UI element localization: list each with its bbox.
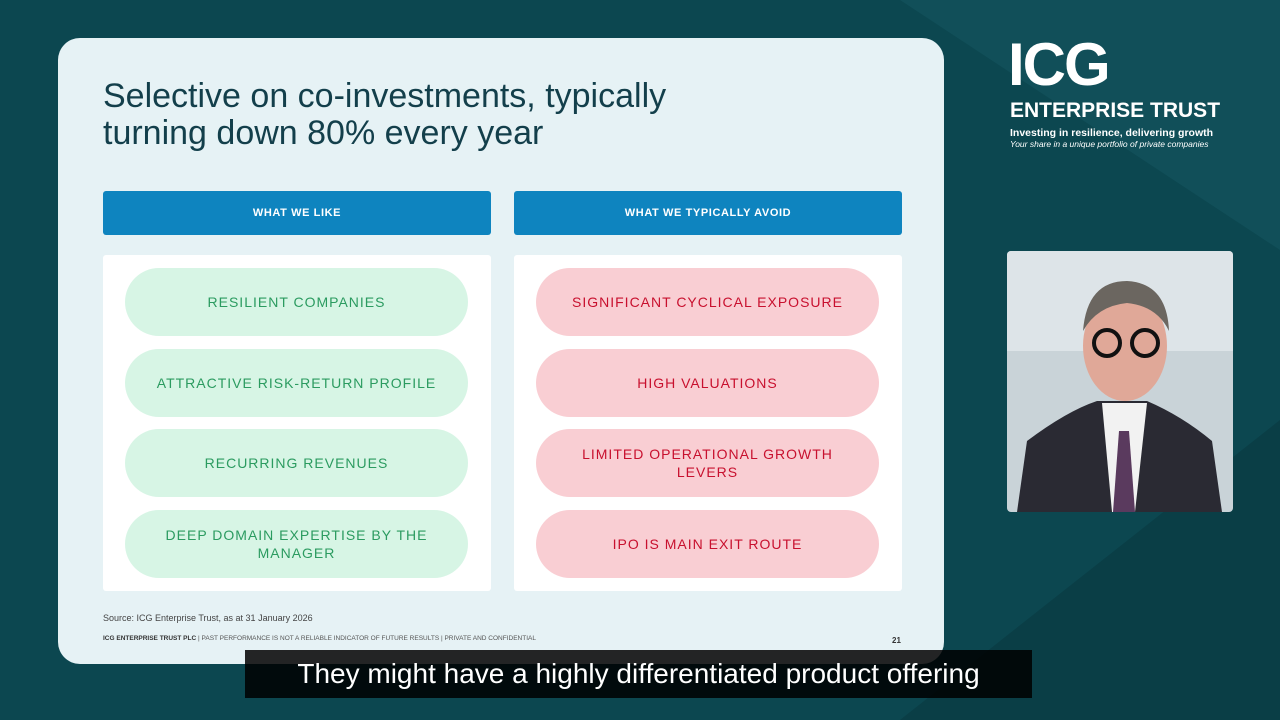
criterion-pill: ATTRACTIVE RISK-RETURN PROFILE — [125, 349, 468, 417]
criterion-pill: RESILIENT COMPANIES — [125, 268, 468, 336]
source-note: Source: ICG Enterprise Trust, as at 31 J… — [103, 613, 313, 623]
footer-part: PRIVATE AND CONFIDENTIAL — [444, 635, 536, 642]
criterion-pill: RECURRING REVENUES — [125, 429, 468, 497]
title-line: turning down 80% every year — [103, 114, 544, 152]
slide-title: Selective on co-investments, typically t… — [103, 78, 666, 152]
tagline: Investing in resilience, delivering grow… — [1010, 127, 1214, 139]
subline: Your share in a unique portfolio of priv… — [1010, 139, 1209, 149]
page-number: 21 — [892, 636, 901, 645]
footer-part: ICG ENTERPRISE TRUST PLC — [103, 635, 197, 642]
criterion-pill: IPO IS MAIN EXIT ROUTE — [536, 510, 879, 578]
footer: ICG ENTERPRISE TRUST PLC | PAST PERFORMA… — [103, 635, 536, 642]
criterion-pill: LIMITED OPERATIONAL GROWTH LEVERS — [536, 429, 879, 497]
criterion-pill: SIGNIFICANT CYCLICAL EXPOSURE — [536, 268, 879, 336]
column-header: WHAT WE LIKE — [103, 191, 491, 235]
criterion-pill: DEEP DOMAIN EXPERTISE BY THE MANAGER — [125, 510, 468, 578]
speaker-video — [1007, 251, 1233, 512]
title-line: Selective on co-investments, typically — [103, 77, 667, 115]
footer-part: PAST PERFORMANCE IS NOT A RELIABLE INDIC… — [201, 635, 440, 642]
column-header: WHAT WE TYPICALLY AVOID — [514, 191, 902, 235]
logo-mark: ICG — [1008, 31, 1111, 98]
subtitle-caption: They might have a highly differentiated … — [245, 650, 1032, 698]
logo-name: ENTERPRISE TRUST — [1010, 99, 1221, 122]
criterion-pill: HIGH VALUATIONS — [536, 349, 879, 417]
